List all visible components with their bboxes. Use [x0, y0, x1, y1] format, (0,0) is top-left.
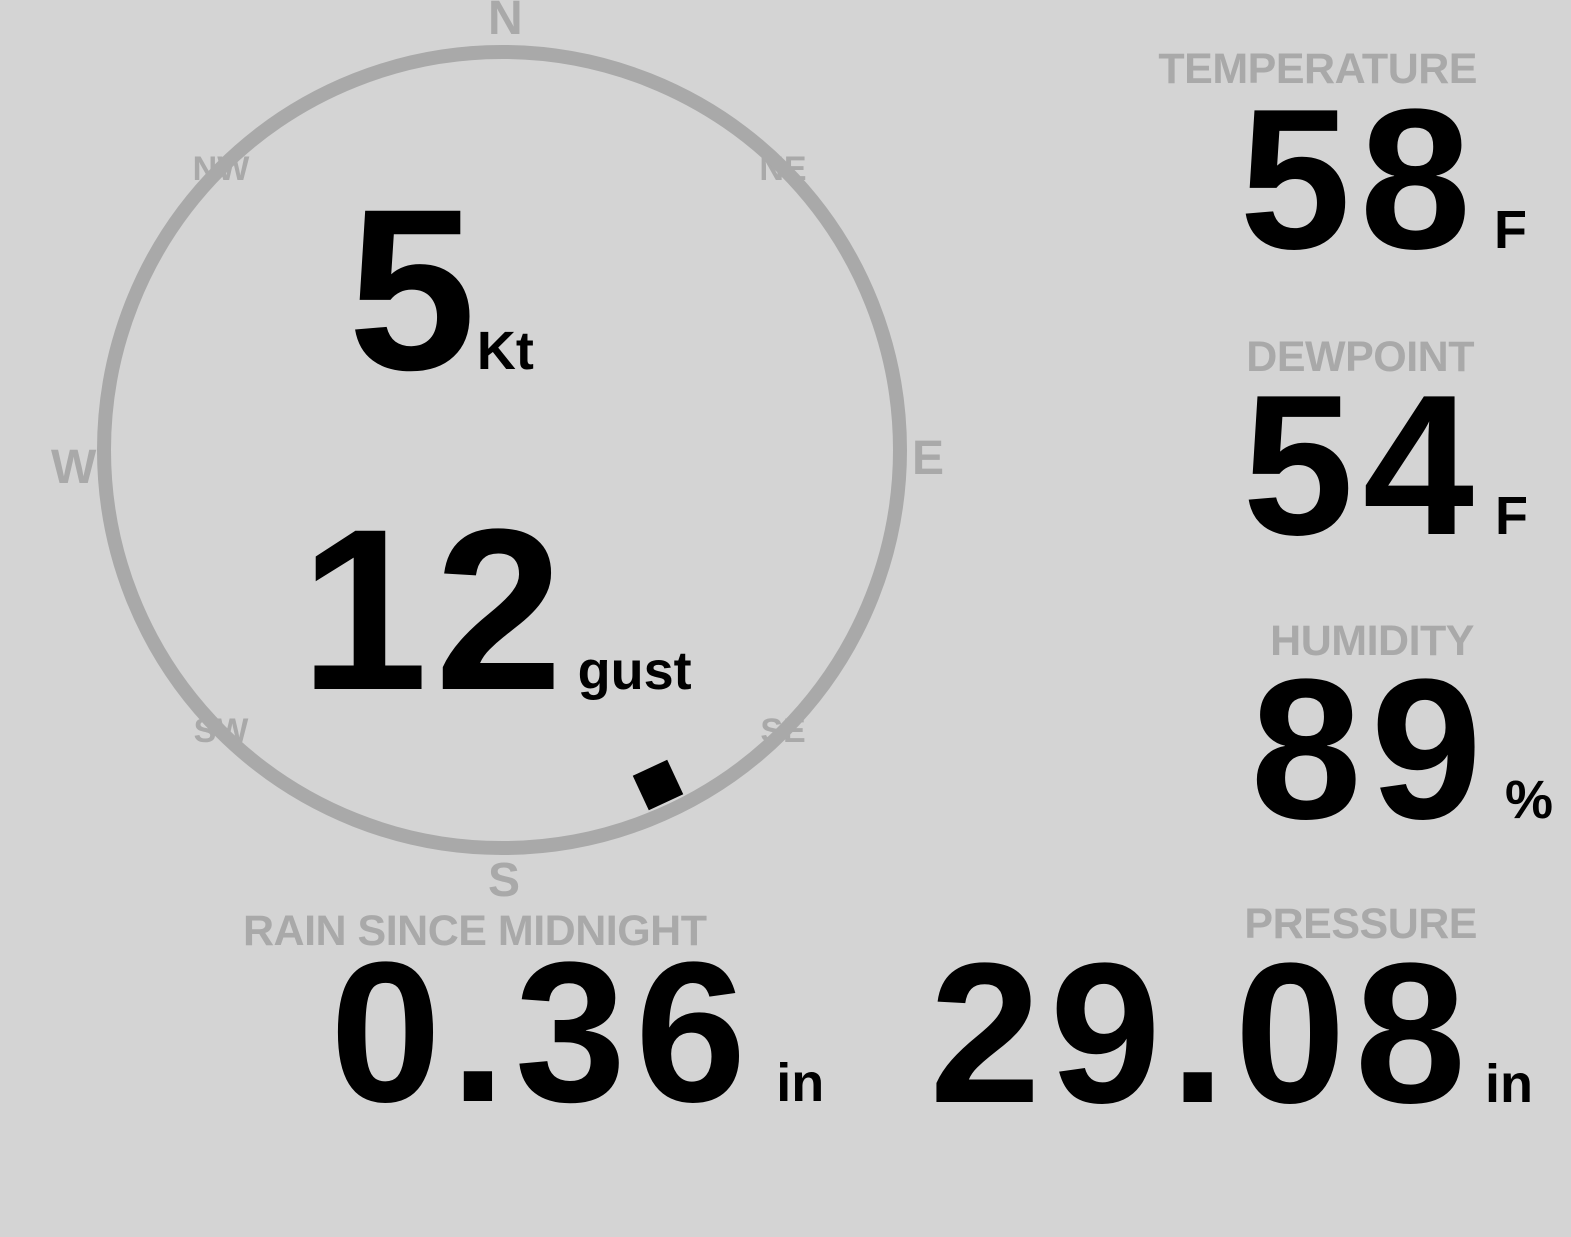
pressure-value: 29.08: [929, 922, 1475, 1145]
pressure-label: PRESSURE: [1244, 900, 1477, 948]
wind-gust-unit: gust: [577, 641, 692, 701]
pressure-readout: 29.08 in: [930, 934, 1534, 1134]
humidity-unit: %: [1504, 770, 1553, 830]
wind-speed-unit: Kt: [476, 321, 534, 381]
wind-speed-value: 5: [348, 161, 483, 418]
rain-unit: in: [776, 1053, 825, 1113]
dewpoint-unit: F: [1495, 486, 1528, 546]
dewpoint-readout: 54 F: [1243, 366, 1528, 566]
rain-readout: 0.36 in: [330, 933, 824, 1133]
wind-gust-value: 12: [300, 481, 570, 738]
compass-label-east: E: [912, 432, 945, 485]
pressure-unit: in: [1485, 1054, 1533, 1114]
temperature-unit: F: [1494, 200, 1527, 260]
compass-label-west: W: [51, 441, 97, 494]
dewpoint-label: DEWPOINT: [1246, 333, 1474, 381]
compass-label-south: S: [488, 854, 521, 907]
dewpoint-value: 54: [1242, 354, 1483, 577]
temperature-value: 58: [1239, 68, 1480, 291]
humidity-label: HUMIDITY: [1270, 617, 1474, 665]
temperature-label: TEMPERATURE: [1158, 45, 1477, 93]
compass-label-north: N: [488, 0, 523, 45]
humidity-readout: 89%: [1251, 650, 1553, 850]
rain-label: RAIN SINCE MIDNIGHT: [243, 907, 707, 955]
wind-speed-readout: 5Kt: [348, 175, 534, 405]
temperature-readout: 58 F: [1240, 80, 1527, 280]
rain-value: 0.36: [330, 921, 756, 1144]
wind-gust-readout: 12 gust: [300, 495, 692, 725]
humidity-value: 89: [1250, 638, 1491, 861]
